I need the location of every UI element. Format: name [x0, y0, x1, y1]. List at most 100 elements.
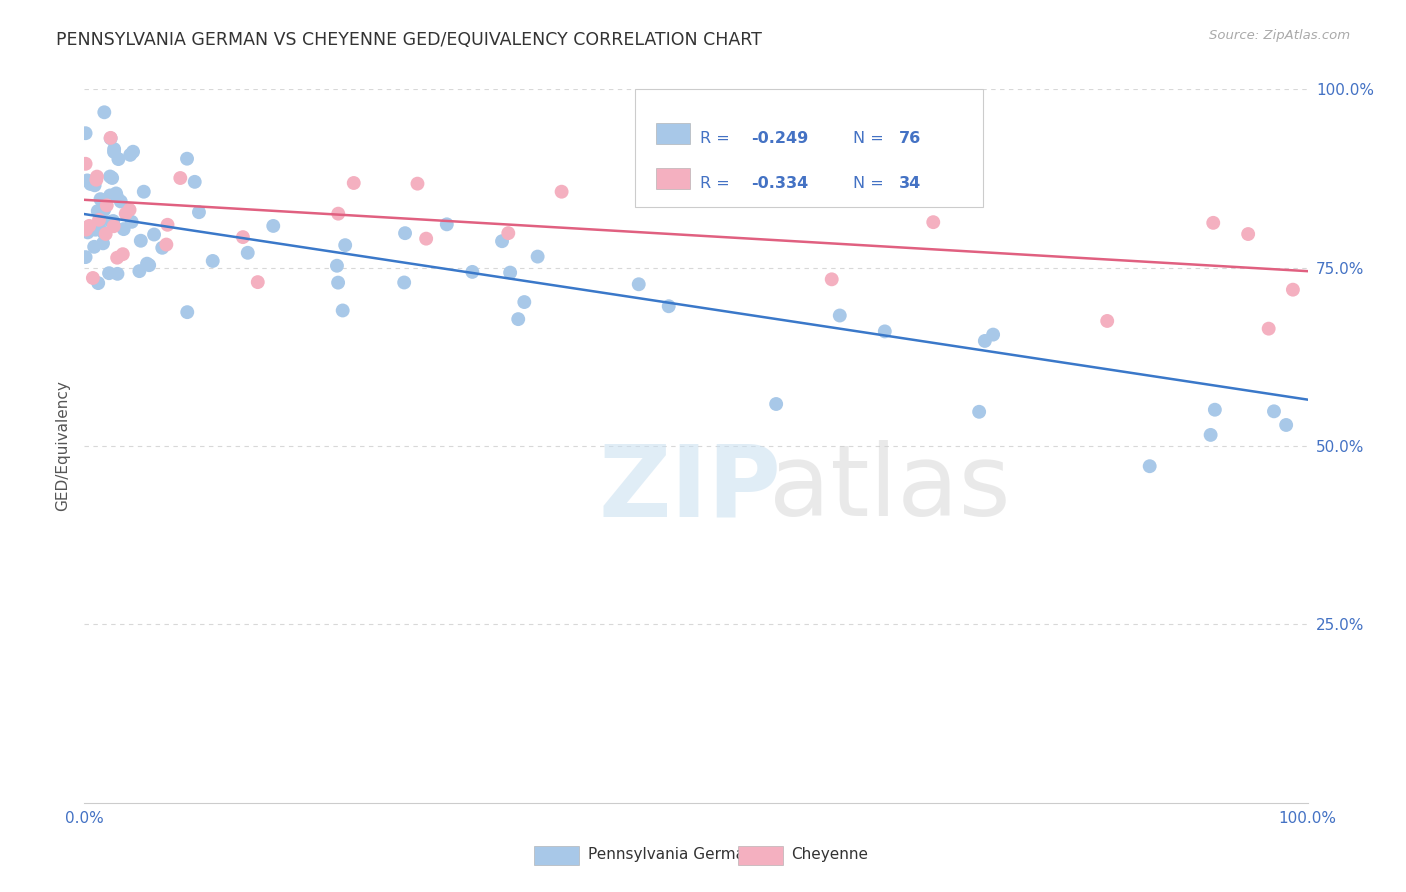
Text: 76: 76	[898, 131, 921, 146]
Point	[98, 266, 121, 280]
Point	[94, 227, 117, 241]
Point	[394, 226, 416, 240]
Point	[765, 397, 787, 411]
Point	[79, 177, 101, 191]
Point	[103, 142, 125, 156]
Point	[76, 220, 98, 235]
Point	[83, 240, 105, 254]
Point	[93, 226, 115, 240]
Point	[246, 275, 269, 289]
Point	[82, 271, 104, 285]
Point	[1139, 459, 1161, 474]
Point	[111, 247, 134, 261]
Point	[262, 219, 284, 233]
Point	[128, 264, 150, 278]
Point	[93, 105, 115, 120]
Point	[326, 276, 349, 290]
Point	[1257, 321, 1279, 335]
Point	[100, 215, 122, 229]
Text: N =: N =	[852, 176, 889, 191]
Point	[499, 266, 522, 280]
Point	[526, 250, 548, 264]
Point	[98, 188, 121, 202]
Point	[326, 259, 349, 273]
Text: -0.249: -0.249	[751, 131, 808, 146]
Point	[1237, 227, 1260, 241]
Point	[75, 250, 97, 264]
Point	[105, 251, 128, 265]
Point	[100, 131, 122, 145]
Point	[169, 171, 191, 186]
Point	[1199, 428, 1222, 442]
Point	[76, 173, 98, 187]
Point	[461, 265, 484, 279]
Text: Source: ZipAtlas.com: Source: ZipAtlas.com	[1209, 29, 1350, 42]
Point	[86, 169, 108, 184]
Point	[93, 202, 115, 217]
FancyBboxPatch shape	[655, 123, 690, 144]
Point	[627, 277, 650, 292]
Point	[91, 236, 114, 251]
Text: N =: N =	[852, 131, 889, 146]
Point	[120, 148, 142, 162]
Point	[176, 305, 198, 319]
Point	[513, 295, 536, 310]
Point	[508, 312, 530, 326]
Point	[107, 267, 129, 281]
Point	[872, 192, 894, 206]
Point	[103, 145, 125, 159]
Point	[328, 207, 350, 221]
Point	[343, 176, 366, 190]
Point	[188, 205, 211, 219]
Text: R =: R =	[700, 176, 734, 191]
Point	[156, 218, 179, 232]
Text: Pennsylvania Germans: Pennsylvania Germans	[588, 847, 762, 862]
Point	[101, 171, 124, 186]
Point	[392, 276, 415, 290]
Point	[94, 194, 117, 209]
Point	[87, 276, 110, 290]
Point	[114, 207, 136, 221]
Point	[129, 234, 152, 248]
Text: atlas: atlas	[769, 441, 1011, 537]
Point	[122, 145, 145, 159]
Point	[103, 214, 125, 228]
Point	[498, 226, 520, 240]
Text: -0.334: -0.334	[751, 176, 808, 191]
Point	[1204, 402, 1226, 417]
Point	[236, 245, 259, 260]
Point	[103, 219, 125, 234]
Point	[83, 178, 105, 193]
Point	[436, 217, 458, 231]
Point	[550, 185, 572, 199]
Point	[1095, 314, 1118, 328]
Point	[76, 226, 98, 240]
Point	[87, 219, 110, 233]
Point	[828, 309, 851, 323]
Point	[87, 204, 110, 219]
Text: Cheyenne: Cheyenne	[792, 847, 869, 862]
Point	[84, 222, 107, 236]
Point	[981, 327, 1004, 342]
Point	[107, 152, 129, 166]
Point	[96, 198, 118, 212]
Text: R =: R =	[700, 131, 734, 146]
Point	[658, 299, 681, 313]
Point	[86, 173, 108, 187]
Point	[335, 238, 357, 252]
Text: ZIP: ZIP	[598, 441, 780, 537]
Point	[967, 405, 990, 419]
Point	[110, 194, 132, 209]
Point	[332, 303, 354, 318]
Text: PENNSYLVANIA GERMAN VS CHEYENNE GED/EQUIVALENCY CORRELATION CHART: PENNSYLVANIA GERMAN VS CHEYENNE GED/EQUI…	[56, 31, 762, 49]
Point	[176, 152, 198, 166]
Point	[89, 192, 111, 206]
Point	[75, 126, 97, 140]
Point	[79, 219, 101, 233]
Point	[143, 227, 166, 242]
Point	[136, 257, 159, 271]
Point	[973, 334, 995, 348]
Point	[121, 215, 143, 229]
Point	[873, 325, 896, 339]
Point	[150, 241, 173, 255]
